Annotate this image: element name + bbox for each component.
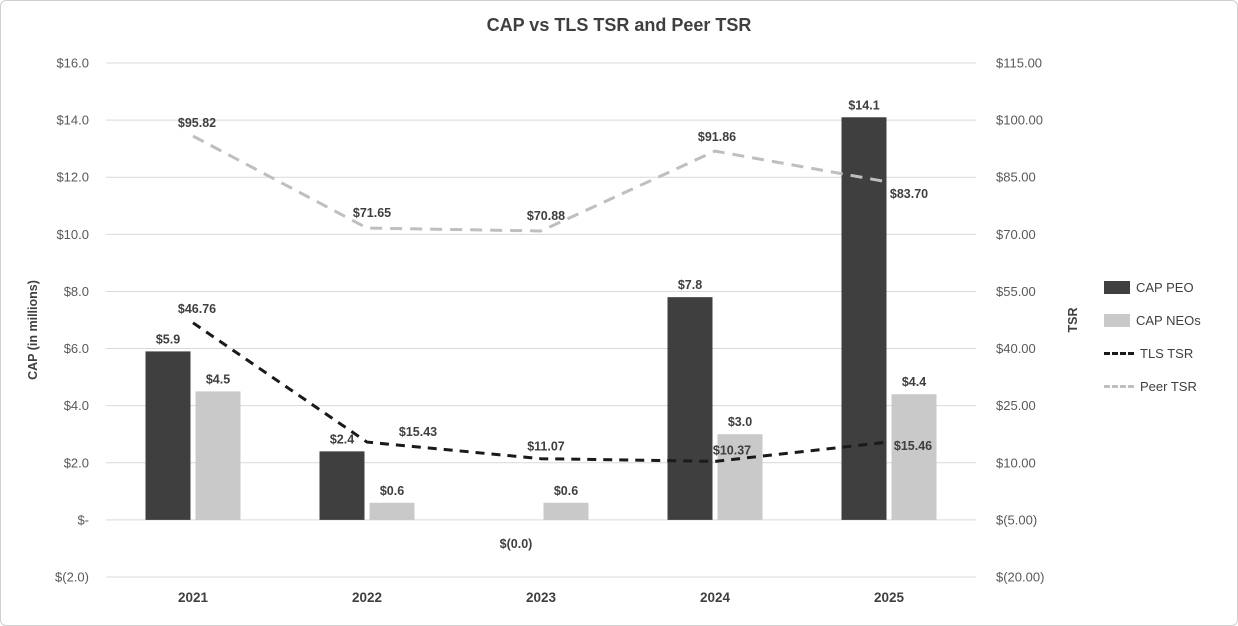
line-peer-tsr xyxy=(192,134,890,233)
bar-label-cap-peo: $2.4 xyxy=(330,432,354,446)
right-axis-tick-label: $115.00 xyxy=(996,56,1042,71)
category-label: 2025 xyxy=(874,590,905,605)
bar-label-cap-neos: $4.4 xyxy=(902,375,926,389)
legend-label-tls-tsr: TLS TSR xyxy=(1140,346,1194,361)
line-tls-tsr xyxy=(192,321,890,463)
legend-label-cap-neos: CAP NEOs xyxy=(1136,313,1201,328)
point-label-tls-tsr: $10.37 xyxy=(713,443,751,457)
bar-label-cap-neos: $3.0 xyxy=(728,415,752,429)
left-axis-title: CAP (in millions) xyxy=(26,280,40,380)
point-label-tls-tsr: $46.76 xyxy=(178,302,216,316)
legend-swatch-cap-peo xyxy=(1104,281,1130,294)
left-axis-tick-label: $12.0 xyxy=(56,170,89,185)
legend-label-peer-tsr: Peer TSR xyxy=(1140,379,1197,394)
point-label-peer-tsr: $83.70 xyxy=(890,187,928,201)
point-label-tls-tsr: $11.07 xyxy=(527,440,565,454)
bar-label-cap-neos: $4.5 xyxy=(206,372,230,386)
bar-cap-neos-2021 xyxy=(195,391,241,520)
right-axis-tick-label: $85.00 xyxy=(996,170,1036,185)
bar-label-cap-neos: $0.6 xyxy=(554,484,578,498)
point-label-tls-tsr: $15.43 xyxy=(399,425,437,439)
category-label: 2021 xyxy=(178,590,209,605)
legend-swatch-peer-tsr-line xyxy=(1104,385,1134,388)
point-label-peer-tsr: $70.88 xyxy=(527,209,565,223)
bar-cap-peo-2021 xyxy=(145,351,191,520)
left-axis-tick-label: $14.0 xyxy=(56,113,89,128)
left-axis-tick-label: $16.0 xyxy=(56,56,89,71)
bar-cap-neos-2025 xyxy=(891,394,937,520)
point-label-peer-tsr: $95.82 xyxy=(178,116,216,130)
right-axis-tick-label: $40.00 xyxy=(996,341,1036,356)
point-label-peer-tsr: $91.86 xyxy=(698,130,736,144)
bar-label-cap-peo: $5.9 xyxy=(156,332,180,346)
legend-swatch-tls-tsr-line xyxy=(1104,352,1134,355)
left-axis-tick-label: $8.0 xyxy=(64,284,89,299)
left-axis-tick-label: $4.0 xyxy=(64,398,89,413)
left-axis-tick-label: $10.0 xyxy=(56,227,89,242)
left-axis-tick-label: $2.0 xyxy=(64,455,89,470)
legend-swatch-cap-neos xyxy=(1104,314,1130,327)
bar-cap-neos-2022 xyxy=(369,502,415,520)
legend-item-peer-tsr: Peer TSR xyxy=(1104,379,1201,394)
chart-title: CAP vs TLS TSR and Peer TSR xyxy=(486,15,752,35)
left-axis-tick-label: $6.0 xyxy=(64,341,89,356)
bar-cap-neos-2023 xyxy=(543,502,589,520)
legend-item-cap-neos: CAP NEOs xyxy=(1104,313,1201,328)
right-axis-tick-label: $(20.00) xyxy=(996,570,1044,585)
bar-label-cap-peo: $(0.0) xyxy=(500,537,533,551)
bar-cap-neos-2024 xyxy=(717,434,763,520)
category-label: 2022 xyxy=(352,590,382,605)
right-axis-tick-label: $(5.00) xyxy=(996,512,1037,527)
legend-item-tls-tsr: TLS TSR xyxy=(1104,346,1201,361)
point-label-tls-tsr: $15.46 xyxy=(894,439,932,453)
legend-item-cap-peo: CAP PEO xyxy=(1104,280,1201,295)
bar-cap-peo-2022 xyxy=(319,451,365,520)
bar-label-cap-peo: $14.1 xyxy=(848,98,879,112)
bar-cap-peo-2024 xyxy=(667,297,713,520)
right-axis-title: TSR xyxy=(1066,307,1080,333)
legend-label-cap-peo: CAP PEO xyxy=(1136,280,1194,295)
legend: CAP PEO CAP NEOs TLS TSR Peer TSR xyxy=(1104,280,1201,394)
right-axis-tick-label: $25.00 xyxy=(996,398,1036,413)
bar-cap-peo-2025 xyxy=(841,117,887,520)
category-label: 2023 xyxy=(526,590,557,605)
bar-label-cap-neos: $0.6 xyxy=(380,484,404,498)
category-label: 2024 xyxy=(700,590,731,605)
right-axis-tick-label: $70.00 xyxy=(996,227,1036,242)
bar-label-cap-peo: $7.8 xyxy=(678,278,702,292)
right-axis-tick-label: $55.00 xyxy=(996,284,1036,299)
right-axis-tick-label: $10.00 xyxy=(996,455,1036,470)
point-label-peer-tsr: $71.65 xyxy=(353,206,391,220)
left-axis-tick-label: $(2.0) xyxy=(55,570,89,585)
right-axis-tick-label: $100.00 xyxy=(996,113,1043,128)
left-axis-tick-label: $- xyxy=(77,512,89,527)
